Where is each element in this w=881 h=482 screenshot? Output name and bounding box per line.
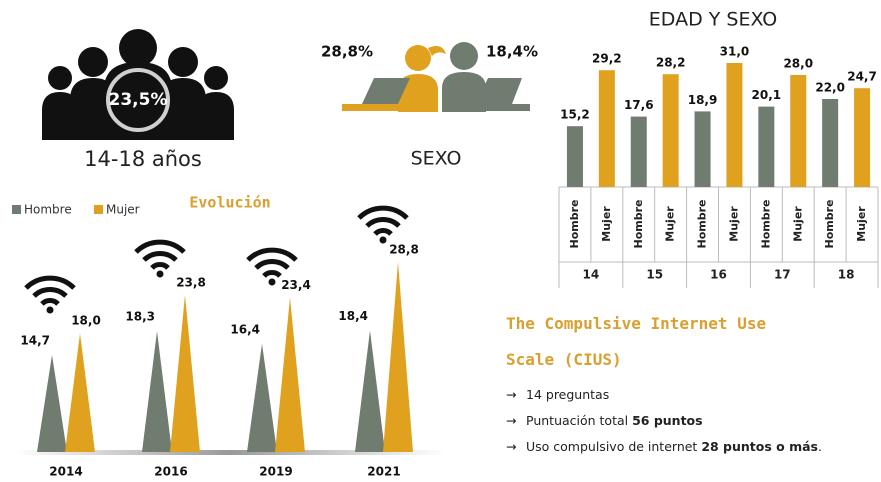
triangle [355, 330, 385, 452]
bullet-bold: 28 puntos o más [701, 439, 818, 454]
legend-label: Mujer [106, 203, 140, 217]
series-label: Hombre [759, 200, 772, 249]
bullet-text: 14 preguntas [526, 387, 610, 402]
bar [790, 75, 807, 187]
triangle [37, 354, 67, 452]
people-icon [42, 29, 234, 140]
bullet-bold: 56 puntos [632, 413, 703, 428]
value-label: 23,4 [281, 278, 311, 292]
series-label: Hombre [568, 200, 581, 249]
series-label: Hombre [632, 200, 645, 249]
value-label: 14,7 [20, 333, 50, 347]
bullet: Uso compulsivo de internet 28 puntos o m… [506, 434, 826, 460]
triangle [170, 294, 200, 452]
value-label: 17,6 [624, 98, 654, 112]
bullet-text: Uso compulsivo de internet [526, 439, 702, 454]
x-tick-label: 2019 [259, 465, 292, 479]
x-tick-label: 15 [646, 268, 663, 282]
value-label: 18,0 [71, 314, 101, 328]
triangle [65, 333, 95, 452]
x-tick-label: 16 [710, 268, 727, 282]
triangle [275, 297, 305, 452]
wifi-icon [359, 208, 407, 243]
bar [662, 74, 679, 187]
triangle [142, 331, 172, 452]
value-label: 22,0 [815, 81, 845, 95]
chart-title: Evolución [189, 194, 270, 212]
series-label: Mujer [727, 206, 740, 242]
legend-label: Hombre [24, 203, 72, 217]
x-tick-label: 2014 [49, 465, 82, 479]
value-label: 28,8 [389, 242, 419, 256]
legend-swatch [12, 205, 21, 214]
bar [630, 116, 647, 187]
female-pct: 28,8% [321, 43, 373, 61]
x-tick-label: 18 [838, 268, 855, 282]
series-label: Mujer [855, 206, 868, 242]
x-tick-label: 17 [774, 268, 791, 282]
bar [726, 63, 743, 187]
series-label: Mujer [600, 206, 613, 242]
bullet: Puntuación total 56 puntos [506, 408, 826, 434]
sex-label: SEXO [411, 148, 462, 170]
wifi-icon [26, 278, 74, 313]
bullet-list: 14 preguntasPuntuación total 56 puntosUs… [506, 382, 866, 460]
value-label: 24,7 [847, 70, 877, 84]
bar [758, 106, 775, 187]
value-label: 16,4 [230, 322, 260, 336]
people-pct: 23,5% [109, 90, 168, 110]
x-tick-label: 2016 [154, 465, 187, 479]
series-label: Mujer [791, 206, 804, 242]
bullet: 14 preguntas [506, 382, 826, 408]
x-tick-label: 2021 [367, 465, 400, 479]
bar [694, 111, 711, 187]
bar [598, 70, 615, 187]
bar [854, 88, 871, 187]
value-label: 28,2 [656, 56, 686, 70]
value-label: 18,3 [125, 310, 155, 324]
bullet-text: Puntuación total [526, 413, 633, 428]
triangle [247, 343, 277, 452]
age-range: 14-18 años [84, 147, 202, 171]
wifi-icon [136, 242, 184, 277]
value-label: 29,2 [592, 52, 622, 66]
chart-title: EDAD Y SEXO [649, 9, 777, 31]
floor [15, 450, 445, 455]
value-label: 20,1 [752, 88, 782, 102]
bar [822, 99, 839, 187]
legend-swatch [94, 205, 103, 214]
cius-title: The Compulsive Internet Use Scale (CIUS) [506, 314, 767, 369]
value-label: 23,8 [176, 275, 206, 289]
series-label: Hombre [823, 200, 836, 249]
sex-icon [342, 42, 530, 112]
x-tick-label: 14 [583, 268, 600, 282]
value-label: 18,9 [688, 93, 718, 107]
value-label: 15,2 [560, 108, 590, 122]
value-label: 28,0 [783, 57, 813, 71]
bar [566, 126, 583, 187]
series-label: Mujer [664, 206, 677, 242]
male-pct: 18,4% [486, 43, 538, 61]
triangle [383, 261, 413, 452]
value-label: 18,4 [338, 309, 368, 323]
cius-panel: The Compulsive Internet Use Scale (CIUS)… [506, 306, 866, 460]
series-label: Hombre [696, 200, 709, 249]
bullet-end: . [818, 439, 822, 454]
value-label: 31,0 [720, 45, 750, 59]
